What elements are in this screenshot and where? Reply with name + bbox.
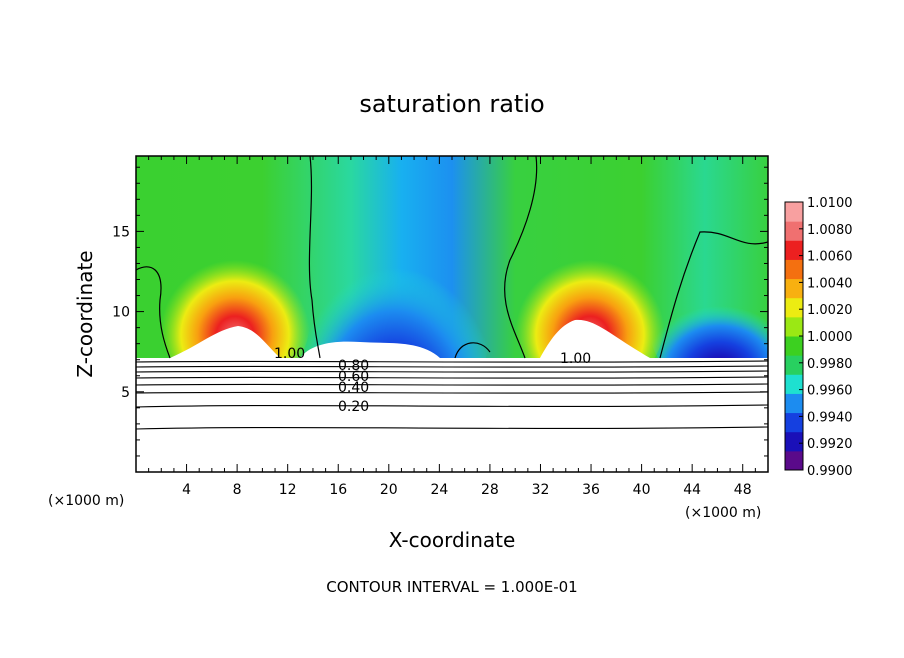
colorbar-swatch [785,316,803,337]
x-tick-label: 24 [430,482,448,498]
colorbar-swatch [785,278,803,299]
x-tick-label: 40 [633,482,651,498]
y-unit-label: (×1000 m) [48,493,124,509]
lower-contours [136,360,768,430]
colorbar-swatch [785,297,803,318]
contour-line-4 [659,231,768,359]
contour-label-2: 0.80 [338,358,369,374]
chart-title: saturation ratio [359,90,544,118]
colorbar-swatch [785,374,803,394]
contour-h-4 [136,376,768,379]
y-tick-label: 10 [112,305,130,321]
x-tick-label: 12 [279,482,297,498]
colorbar-swatch [785,221,803,241]
colorbar-swatch [785,240,803,260]
x-tick-label: 28 [481,482,499,498]
colorbar-tick-label: 0.9940 [807,410,853,425]
contour-line-2 [504,156,538,359]
x-tick-label: 36 [582,482,600,498]
colorbar-swatch [785,336,803,356]
x-tick-label: 8 [233,482,242,498]
x-tick-label: 48 [734,482,752,498]
colorbar-tick-label: 1.0060 [807,250,853,265]
x-tick-label: 20 [380,482,398,498]
colorbar-tick-label: 1.0040 [807,276,853,291]
x-tick-label: 4 [182,482,191,498]
colorbar-tick-label: 0.9900 [807,464,853,479]
colorbar-swatch [785,355,803,375]
plot-area [136,156,768,472]
contour-h-6 [136,391,768,394]
subsaturated-pocket-left [170,326,280,358]
contour-h-1 [136,360,768,363]
subsaturated-pocket-right [540,319,650,358]
contour-line-1 [308,156,321,359]
x-tick-label: 16 [329,482,347,498]
x-tick-label: 44 [683,482,701,498]
colorbar-tick-label: 1.0080 [807,223,853,238]
contour-h-8 [136,426,768,430]
x-axis-title: X-coordinate [389,528,516,552]
contour-interval-text: CONTOUR INTERVAL = 1.000E-01 [326,578,577,596]
contour-labels: 1.00 0.80 0.60 0.40 0.20 1.00 [274,346,591,415]
contour-label-3: 0.60 [338,369,369,385]
colorbar-swatch [785,431,803,452]
unsaturated-layer [136,358,768,472]
contour-label-1: 1.00 [274,346,305,362]
contour-h-7 [136,404,768,408]
colorbar-swatch [785,412,803,433]
x-unit-label: (×1000 m) [685,505,761,521]
contour-h-5 [136,383,768,386]
contour-line-5 [454,342,491,359]
colorbar-tick-label: 0.9960 [807,384,853,399]
colorbar-swatch [785,202,803,222]
contour-h-2 [136,365,768,368]
y-axis-title: Z-coordinate [73,250,97,377]
y-axis: 5 10 15 [112,166,768,457]
colorbar-tick-label: 0.9980 [807,357,853,372]
contour-label-5: 0.20 [338,399,369,415]
contour-label-6: 1.00 [560,351,591,367]
colorbar-tick-label: 0.9920 [807,437,853,452]
colorbar-swatch [785,393,803,414]
colorbar-swatch [785,259,803,280]
y-tick-label: 5 [121,385,130,401]
contour-line-3 [136,266,171,359]
colorbar-tick-label: 1.0020 [807,303,853,318]
contour-label-4: 0.40 [338,380,369,396]
colorbar-tick-label: 1.0100 [807,196,853,211]
subsaturated-pocket-center [300,341,440,358]
colorbar-swatch [785,450,803,471]
x-axis: 4 8 12 16 20 24 28 32 36 40 44 48 [148,156,756,498]
colorbar-tick-label: 1.0000 [807,330,853,345]
colorbar: 0.9900 0.9920 0.9940 0.9960 0.9980 1.0000 1.00… [784,196,853,479]
contour-h-3 [136,370,768,373]
x-tick-label: 32 [532,482,550,498]
y-tick-label: 15 [112,224,130,240]
